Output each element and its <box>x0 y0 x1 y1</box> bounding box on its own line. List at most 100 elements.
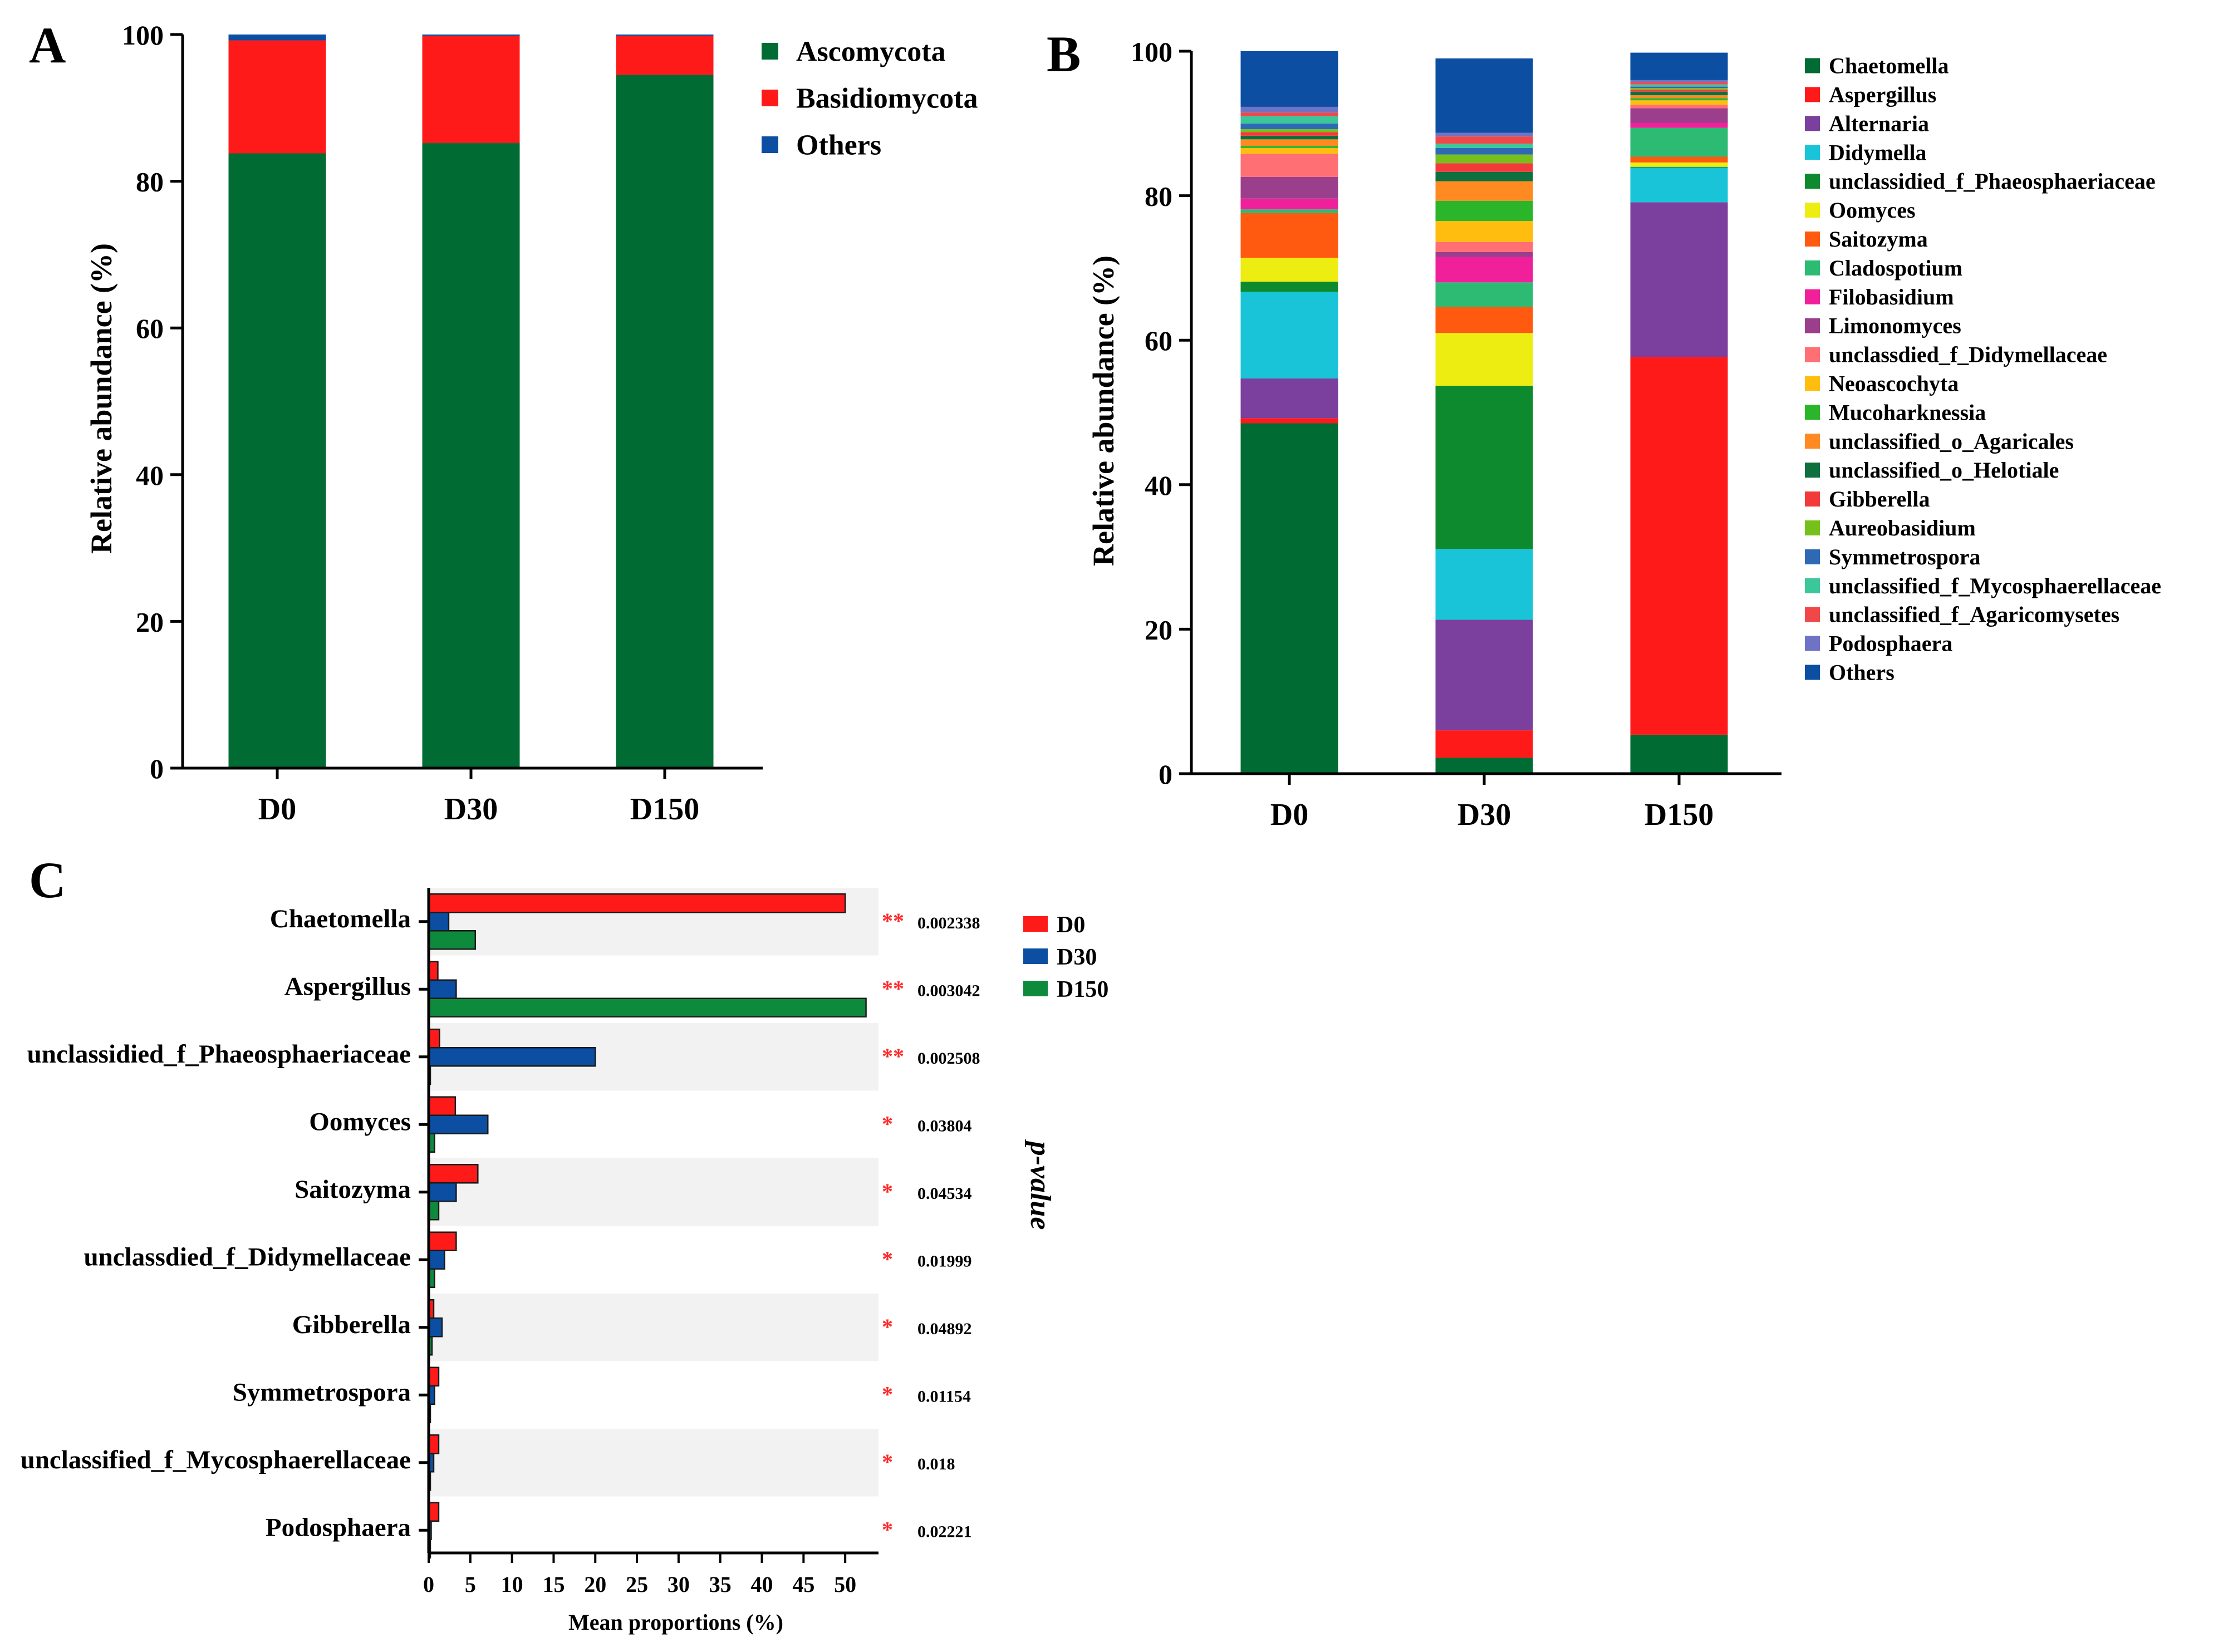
panel-c-x-tick-label: 45 <box>792 1572 814 1597</box>
legend-swatch-ascomycota <box>762 43 778 60</box>
p-value-label: 0.04534 <box>917 1184 972 1203</box>
bar-aureobasidium-d0 <box>1240 129 1338 132</box>
bar-didymella-d150 <box>1630 167 1728 203</box>
bar-others-d0 <box>1240 51 1338 107</box>
bar-others-d150 <box>1630 52 1728 80</box>
bar-gibberella-d150 <box>1630 89 1728 92</box>
legend-swatch-others <box>762 136 778 153</box>
bar-didymella-d30 <box>1435 549 1533 620</box>
bar-chaetomella-d30 <box>428 912 450 932</box>
legend-swatch-oomyces <box>1805 203 1820 218</box>
panel-c-x-tick-label: 30 <box>668 1572 690 1597</box>
p-value-label: 0.02221 <box>917 1522 972 1541</box>
bar-unclassidied-f-phaeosphaeriaceae-d0 <box>1240 282 1338 292</box>
legend-label-unclassdied-f-didymellaceae: unclassdied_f_Didymellaceae <box>1829 342 2107 367</box>
p-value-label: 0.002508 <box>917 1049 980 1068</box>
legend-swatch-unclassidied-f-phaeosphaeriaceae <box>1805 174 1820 189</box>
panel-b-y-tick-label: 80 <box>1145 181 1172 212</box>
legend-label-symmetrospora: Symmetrospora <box>1829 544 1981 569</box>
panel-c-x-tick-label: 15 <box>542 1572 565 1597</box>
category-label-unclassified-f-mycosphaerellaceae: unclassified_f_Mycosphaerellaceae <box>21 1446 411 1474</box>
significance-marker: * <box>882 1314 893 1339</box>
bar-aspergillus-d150 <box>1630 357 1728 735</box>
legend-label-ascomycota: Ascomycota <box>796 36 946 68</box>
bar-gibberella-d0 <box>1240 132 1338 136</box>
panel-b-chart: B Relative abundance (%) 0 20 40 60 80 100 D0… <box>1047 26 2161 832</box>
bar-cladospotium-d30 <box>1435 282 1533 307</box>
bar-alternaria-d0 <box>1240 378 1338 419</box>
panel-c-x-tick-label: 40 <box>751 1572 773 1597</box>
legend-swatch-unclassified-o-agaricales <box>1805 434 1820 449</box>
bar-unclassified-o-helotiale-d0 <box>1240 135 1338 140</box>
legend-label-unclassified-f-mycosphaerellaceae: unclassified_f_Mycosphaerellaceae <box>1829 573 2161 598</box>
bar-mucoharknessia-d0 <box>1240 146 1338 148</box>
bar-symmetrospora-d30 <box>1435 148 1533 155</box>
bar-unclassidied-f-phaeosphaeriaceae-d30 <box>428 1047 596 1067</box>
bar-limonomyces-d30 <box>1435 252 1533 257</box>
legend-swatch-aspergillus <box>1805 87 1820 102</box>
legend-label-podosphaera: Podosphaera <box>1829 631 1952 656</box>
legend-swatch-d0 <box>1023 916 1048 932</box>
bar-neoascochyta-d150 <box>1630 100 1728 105</box>
legend-label-d30: D30 <box>1057 945 1097 970</box>
p-value-label: 0.01154 <box>917 1387 971 1405</box>
significance-marker: ** <box>882 908 904 933</box>
bar-oomyces-d150 <box>1630 162 1728 167</box>
panel-b-y-tick-label: 0 <box>1159 759 1172 790</box>
bar-chaetomella-d0 <box>428 893 846 913</box>
panel-c-x-tick-label: 25 <box>626 1572 648 1597</box>
legend-label-unclassified-o-helotiale: unclassified_o_Helotiale <box>1829 458 2059 483</box>
legend-swatch-unclassdied-f-didymellaceae <box>1805 347 1820 362</box>
bar-chaetomella-d0 <box>1240 423 1338 774</box>
legend-label-filobasidium: Filobasidium <box>1829 284 1954 309</box>
panel-c-x-tick-label: 10 <box>501 1572 523 1597</box>
legend-swatch-unclassified-f-mycosphaerellaceae <box>1805 578 1820 593</box>
significance-marker: * <box>882 1381 893 1407</box>
legend-label-neoascochyta: Neoascochyta <box>1829 371 1959 396</box>
legend-label-unclassidied-f-phaeosphaeriaceae: unclassidied_f_Phaeosphaeriaceae <box>1829 169 2156 194</box>
bar-unclassdied-f-didymellaceae-d0 <box>428 1231 457 1251</box>
panel-c-x-tick-label: 35 <box>709 1572 732 1597</box>
legend-swatch-mucoharknessia <box>1805 405 1820 420</box>
bar-others-d30 <box>422 35 520 36</box>
bar-oomyces-d0 <box>1240 258 1338 282</box>
bar-aureobasidium-d150 <box>1630 88 1728 90</box>
bar-unclassidied-f-phaeosphaeriaceae-d30 <box>1435 385 1533 549</box>
legend-swatch-basidiomycota <box>762 90 778 106</box>
bar-saitozyma-d0 <box>428 1164 479 1184</box>
panel-b-y-tick-label: 40 <box>1145 470 1172 501</box>
bar-gibberella-d30 <box>1435 163 1533 172</box>
legend-swatch-podosphaera <box>1805 636 1820 651</box>
panel-b-y-axis-title: Relative abundance (%) <box>1087 255 1120 566</box>
bar-unclassified-f-mycosphaerellaceae-d30 <box>1435 144 1533 148</box>
legend-swatch-d30 <box>1023 948 1048 964</box>
legend-label-others: Others <box>796 130 881 161</box>
bar-neoascochyta-d0 <box>1240 148 1338 154</box>
panel-a-y-tick-label: 60 <box>136 313 164 344</box>
p-value-label: 0.03804 <box>917 1117 972 1135</box>
category-label-chaetomella: Chaetomella <box>270 904 411 933</box>
panel-c-x-tick-label: 20 <box>584 1572 606 1597</box>
panel-b-y-tick-label: 20 <box>1145 614 1172 645</box>
category-label-unclassidied-f-phaeosphaeriaceae: unclassidied_f_Phaeosphaeriaceae <box>27 1040 411 1069</box>
row-band <box>429 1294 879 1361</box>
significance-marker: ** <box>882 976 904 1001</box>
category-label-oomyces: Oomyces <box>309 1107 411 1136</box>
panel-c-chart: C Chaetomella Aspergillus unclassidied_f_P… <box>21 852 1109 1635</box>
legend-swatch-saitozyma <box>1805 231 1820 247</box>
bar-unclassdied-f-didymellaceae-d150 <box>1630 105 1728 109</box>
bar-aspergillus-d30 <box>428 979 457 999</box>
legend-swatch-alternaria <box>1805 116 1820 131</box>
bar-oomyces-d30 <box>428 1114 489 1134</box>
bar-basidiomycota-d150 <box>616 36 714 75</box>
x-label-d30: D30 <box>444 792 498 827</box>
bar-ascomycota-d0 <box>228 153 326 768</box>
legend-swatch-didymella <box>1805 145 1820 160</box>
legend-swatch-chaetomella <box>1805 58 1820 73</box>
bar-saitozyma-d0 <box>1240 213 1338 258</box>
legend-swatch-limonomyces <box>1805 318 1820 333</box>
legend-swatch-others <box>1805 665 1820 680</box>
p-value-label: 0.002338 <box>917 914 980 932</box>
x-label-d30: D30 <box>1457 798 1511 832</box>
panel-a-y-axis-title: Relative abundance (%) <box>85 243 118 554</box>
